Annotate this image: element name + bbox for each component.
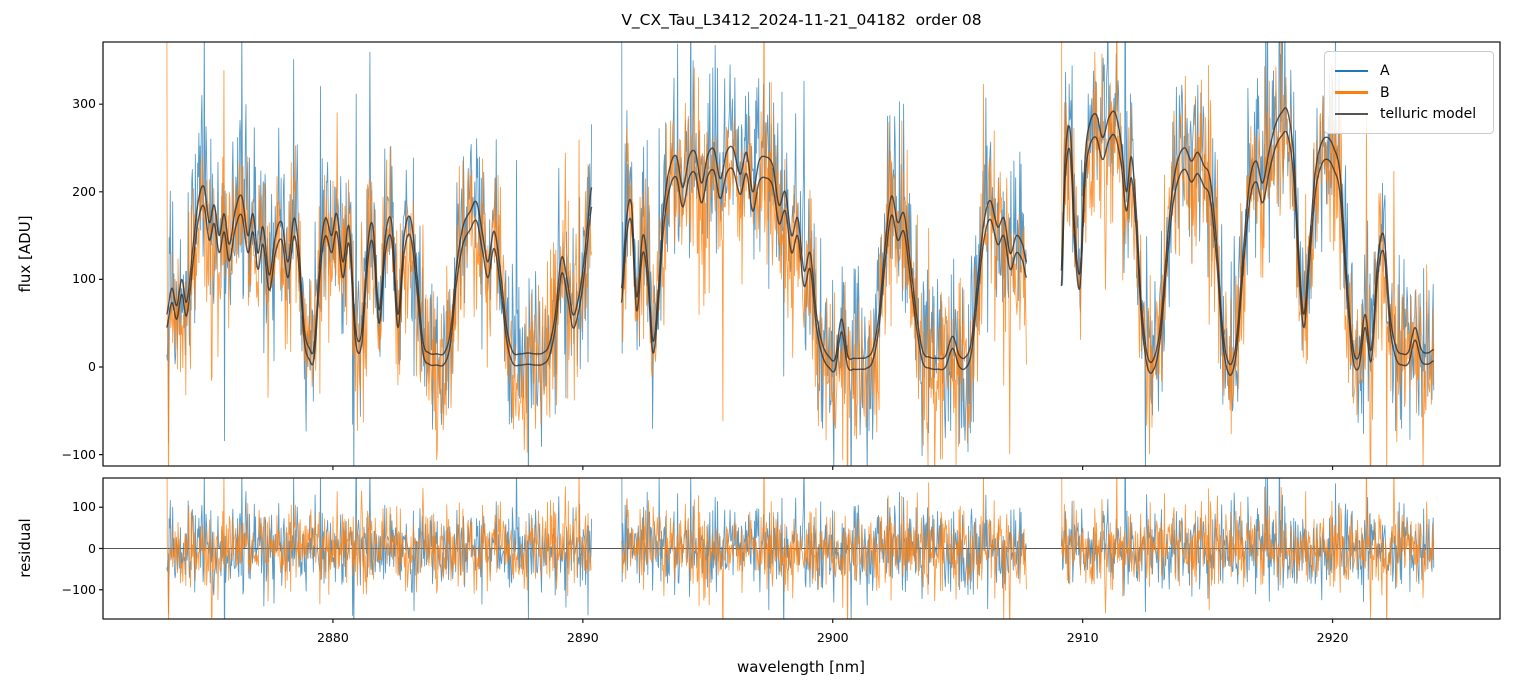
flux-tick-label: 0	[88, 358, 96, 374]
legend-entry-label: A	[1380, 63, 1390, 79]
residual-tick-label: −100	[61, 581, 96, 597]
x-tick-label: 2910	[1066, 630, 1099, 645]
legend-entry-label: telluric model	[1380, 106, 1477, 122]
x-tick-label: 2920	[1316, 630, 1349, 645]
chart-title: V_CX_Tau_L3412_2024-11-21_04182 order 08	[621, 11, 982, 29]
x-tick-label: 2880	[317, 630, 349, 645]
x-tick-label: 2900	[816, 630, 849, 645]
x-tick-label: 2890	[566, 630, 599, 645]
flux-tick-label: −100	[61, 446, 96, 462]
legend-entry-a: A	[1335, 61, 1483, 81]
legend-entry-telluric-model: telluric model	[1335, 104, 1483, 124]
legend-line-icon	[1335, 69, 1368, 73]
flux-tick-label: 100	[72, 271, 96, 287]
residual-tick-label: 100	[72, 499, 96, 515]
flux-tick-label: 300	[72, 95, 96, 111]
wavelength-axis-label: wavelength [nm]	[737, 658, 865, 676]
flux-tick-label: 200	[72, 183, 96, 199]
legend-line-icon	[1335, 112, 1368, 116]
legend-entry-label: B	[1380, 84, 1390, 101]
legend-entry-b: B	[1335, 83, 1483, 103]
residual-tick-label: 0	[88, 540, 96, 556]
legend-line-icon	[1335, 91, 1368, 94]
